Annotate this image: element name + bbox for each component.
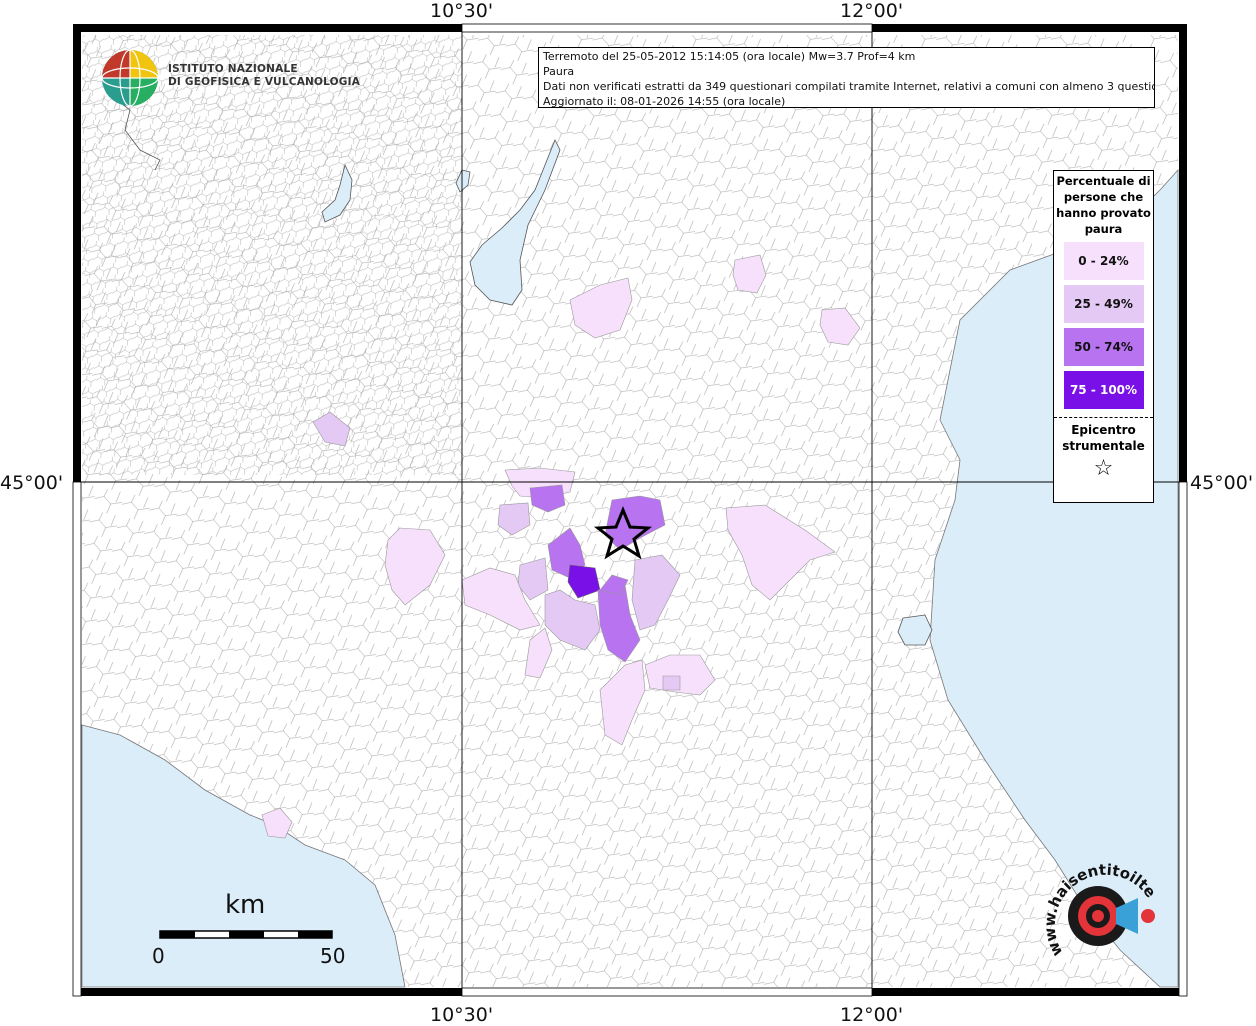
- event-title: Terremoto del 25-05-2012 15:14:05 (ora l…: [543, 50, 916, 63]
- map-subject: Paura: [543, 65, 575, 78]
- comune-polygon: [597, 584, 641, 663]
- map-frame: [72, 23, 1188, 997]
- scale-unit: km: [225, 890, 266, 920]
- graticule: [77, 30, 1183, 992]
- epicenter-legend-star-icon: ☆: [1093, 456, 1114, 481]
- axis-label-bottom-1: 10°30': [430, 1004, 494, 1026]
- axis-label-top-1: 10°30': [430, 0, 494, 22]
- haisentito-logo: www.haisentitoilterremoto.it: [1038, 858, 1160, 959]
- comune-polygon: [567, 564, 601, 599]
- legend-class-50-74: 50 - 74%: [1063, 328, 1144, 366]
- legend-separator: [1054, 417, 1153, 418]
- scale-max: 50: [320, 944, 346, 968]
- epicenter-legend-title: Epicentro strumentale: [1062, 423, 1145, 453]
- legend-class-label: 25 - 49%: [1074, 297, 1133, 311]
- axis-label-left: 45°00': [0, 472, 64, 494]
- comacchio-lagoon: [897, 614, 933, 646]
- comune-polygon: [662, 675, 681, 691]
- comune-polygon: [544, 589, 601, 651]
- legend-class-label: 50 - 74%: [1074, 340, 1133, 354]
- logo-line-2: DI GEOFISICA E VULCANOLOGIA: [168, 76, 361, 88]
- comune-polygon: [497, 502, 531, 536]
- axis-label-bottom-2: 12°00': [840, 1004, 904, 1026]
- comune-polygon: [599, 659, 646, 746]
- scale-min: 0: [152, 944, 165, 968]
- legend-class-0-24: 0 - 24%: [1063, 242, 1144, 280]
- comune-polygon: [569, 277, 633, 339]
- tyrrhenian-sea: [81, 724, 406, 988]
- comune-polygon: [819, 307, 861, 346]
- comune-polygon: [599, 574, 629, 596]
- lake-iseo: [321, 163, 353, 223]
- comune-polygon: [644, 654, 716, 696]
- legend-class-label: 0 - 24%: [1078, 254, 1129, 268]
- data-note: Dati non verificati estratti da 349 ques…: [543, 80, 1155, 93]
- scale-bar: [159, 930, 333, 939]
- comune-polygon: [312, 411, 351, 447]
- comune-polygon: [384, 527, 446, 606]
- ingv-logo-text: ISTITUTO NAZIONALE DI GEOFISICA E VULCAN…: [168, 63, 360, 89]
- comune-polygon: [261, 807, 293, 839]
- intensity-polygons: [261, 254, 861, 839]
- comune-polygon: [725, 504, 836, 601]
- logo-line-1: ISTITUTO NAZIONALE: [168, 63, 298, 75]
- comune-polygon: [524, 627, 553, 679]
- legend: Percentuale di persone che hanno provato…: [1053, 170, 1154, 503]
- update-time: Aggiornato il: 08-01-2026 14:55 (ora loc…: [543, 95, 786, 108]
- legend-class-25-49: 25 - 49%: [1063, 285, 1144, 323]
- axis-label-top-2: 12°00': [840, 0, 904, 22]
- comune-polygon: [732, 254, 767, 294]
- comune-polygon: [517, 557, 549, 601]
- legend-class-label: 75 - 100%: [1069, 383, 1138, 397]
- target-megaphone-icon: [1068, 886, 1155, 946]
- lake-maggiore-edge: [109, 94, 161, 171]
- comune-polygon: [604, 495, 666, 551]
- ingv-logo-icon: [101, 49, 159, 107]
- legend-class-75-100: 75 - 100%: [1063, 371, 1144, 409]
- lake-garda: [469, 139, 561, 306]
- comune-polygon: [529, 484, 566, 513]
- lake-idro: [455, 169, 471, 193]
- axis-label-right: 45°00': [1190, 472, 1254, 494]
- comune-polygon: [461, 567, 541, 631]
- info-box: Terremoto del 25-05-2012 15:14:05 (ora l…: [538, 47, 1155, 108]
- legend-title: Percentuale di persone che hanno provato…: [1056, 174, 1151, 236]
- epicenter-star: [593, 506, 653, 560]
- comune-polygon: [631, 554, 681, 631]
